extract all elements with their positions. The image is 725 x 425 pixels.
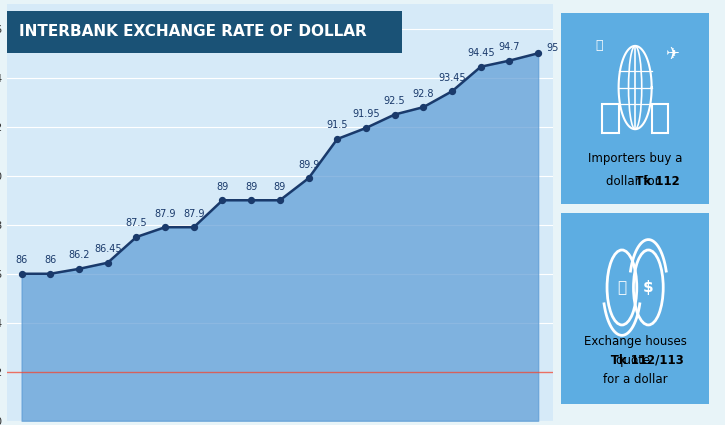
Point: [16, 270, 28, 277]
Text: 89.9: 89.9: [298, 160, 319, 170]
Point: [532, 50, 544, 57]
Point: [447, 88, 458, 95]
Point: [331, 136, 343, 142]
Point: [245, 197, 257, 204]
Text: 92.8: 92.8: [413, 88, 434, 99]
Text: 87.9: 87.9: [154, 209, 176, 218]
Point: [360, 125, 372, 131]
Point: [475, 63, 486, 70]
Text: 89: 89: [274, 181, 286, 192]
Point: [303, 175, 315, 181]
Text: 92.5: 92.5: [384, 96, 405, 106]
Point: [389, 111, 400, 118]
Text: $: $: [643, 280, 654, 295]
Point: [274, 197, 286, 204]
Point: [217, 197, 228, 204]
Text: Tk 112: Tk 112: [590, 175, 680, 188]
Text: for a dollar: for a dollar: [602, 373, 668, 385]
Text: 93.45: 93.45: [438, 73, 466, 82]
Point: [418, 104, 429, 111]
Text: dollar for: dollar for: [606, 175, 664, 188]
Text: Tk 112/113: Tk 112/113: [587, 354, 684, 367]
Point: [188, 224, 199, 231]
Text: 94.7: 94.7: [499, 42, 521, 52]
Text: 86.2: 86.2: [68, 250, 90, 260]
Text: Exchange houses: Exchange houses: [584, 335, 687, 348]
FancyBboxPatch shape: [560, 212, 710, 404]
Point: [504, 57, 515, 64]
Text: 89: 89: [245, 181, 257, 192]
Text: 95: 95: [547, 43, 559, 53]
Text: 86.45: 86.45: [94, 244, 122, 254]
Text: 94.45: 94.45: [467, 48, 494, 58]
Text: 86: 86: [44, 255, 57, 265]
Text: quote: quote: [616, 354, 654, 367]
Text: ✈: ✈: [665, 45, 679, 63]
Text: 89: 89: [216, 181, 228, 192]
Text: 87.5: 87.5: [125, 218, 147, 228]
Text: 91.95: 91.95: [352, 109, 380, 119]
Text: 91.5: 91.5: [326, 120, 348, 130]
Point: [160, 224, 171, 231]
Point: [44, 270, 56, 277]
FancyBboxPatch shape: [560, 13, 710, 204]
Text: 87.9: 87.9: [183, 209, 204, 218]
Text: 📍: 📍: [595, 40, 602, 52]
Text: Importers buy a: Importers buy a: [588, 152, 682, 165]
Point: [73, 266, 85, 272]
Text: ৳: ৳: [618, 280, 626, 295]
Point: [130, 234, 142, 241]
Text: INTERBANK EXCHANGE RATE OF DOLLAR: INTERBANK EXCHANGE RATE OF DOLLAR: [19, 24, 367, 40]
Text: 86: 86: [15, 255, 28, 265]
Point: [102, 259, 114, 266]
